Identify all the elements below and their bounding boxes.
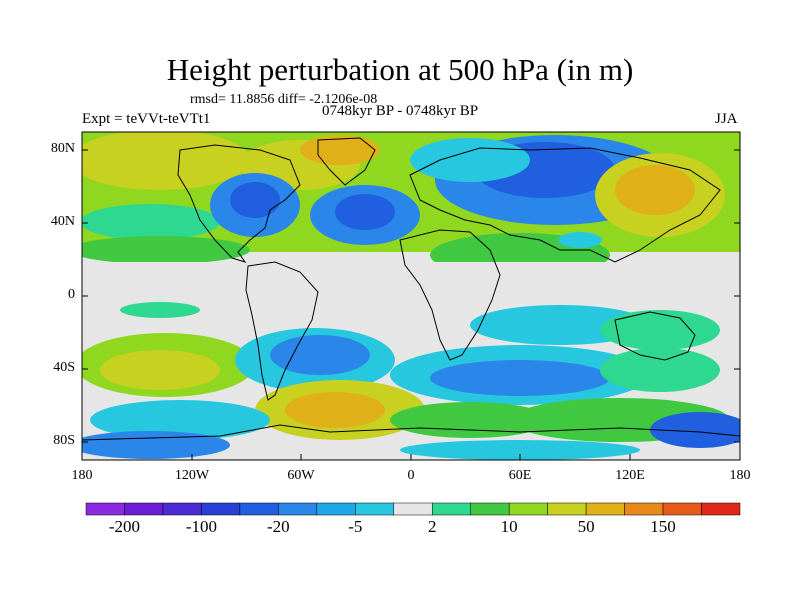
field-patch <box>100 350 220 390</box>
colorbar-swatch <box>585 502 625 516</box>
field-patch <box>410 138 530 182</box>
field-patch <box>82 431 230 459</box>
lat-label-40s: 40S <box>53 360 75 375</box>
coastline-australia <box>614 311 696 361</box>
colorbar-swatch <box>239 502 279 516</box>
colorbar-swatch <box>470 502 510 516</box>
colorbar-swatch <box>278 502 318 516</box>
field-patch <box>120 302 200 318</box>
field-patch <box>300 135 380 165</box>
field-patch <box>82 236 250 264</box>
colorbar-swatch <box>393 502 433 516</box>
lon-label-120w: 120W <box>174 468 210 483</box>
coastline-layer <box>82 137 740 441</box>
field-patch <box>650 412 740 448</box>
colorbar-swatch <box>662 502 702 516</box>
colorbar-swatch <box>316 502 356 516</box>
field-patch <box>90 400 270 440</box>
lat-label-80n: 80N <box>50 141 75 156</box>
colorbar-label: -20 <box>267 517 290 536</box>
lat-ticks <box>82 149 740 443</box>
coastline-eurasia <box>409 147 721 263</box>
lon-ticks <box>81 454 741 460</box>
lon-label-0: 0 <box>407 468 415 483</box>
colorbar <box>85 502 741 516</box>
coastline-antarctica <box>82 424 740 441</box>
colorbar-swatch <box>547 502 587 516</box>
colorbar-swatch <box>85 502 125 516</box>
lat-label-eq: 0 <box>68 287 75 302</box>
field-patch <box>430 360 610 396</box>
coastline-africa <box>399 229 501 361</box>
colorbar-swatch <box>355 502 395 516</box>
coastline-north-america <box>177 144 301 263</box>
colorbar-label: 150 <box>650 517 676 536</box>
field-patch <box>285 392 385 428</box>
period-label: 0748kyr BP - 0748kyr BP <box>322 103 479 119</box>
field-layer <box>82 132 740 460</box>
lon-label-180e: 180 <box>729 468 751 483</box>
colorbar-label: -100 <box>185 517 217 536</box>
lat-label-40n: 40N <box>50 214 75 229</box>
field-patch <box>82 204 220 240</box>
experiment-label: Expt = teVVt-teVTt1 <box>82 111 211 127</box>
field-patch <box>230 182 280 218</box>
lat-label-80s: 80S <box>53 433 75 448</box>
colorbar-swatch <box>162 502 202 516</box>
season-label: JJA <box>715 111 738 127</box>
stats-label: rmsd= 11.8856 diff= -2.1206e-08 <box>190 92 378 107</box>
field-patch <box>400 440 640 460</box>
colorbar-label: 50 <box>577 517 595 536</box>
field-patch <box>558 232 602 248</box>
colorbar-swatch <box>701 502 741 516</box>
colorbar-label: 10 <box>500 517 518 536</box>
field-patch <box>270 335 370 375</box>
field-patch <box>335 194 395 230</box>
colorbar-swatch <box>124 502 164 516</box>
colorbar-label: 2 <box>427 517 437 536</box>
lon-label-120e: 120E <box>615 468 645 483</box>
field-tropics <box>82 262 740 312</box>
lon-label-60e: 60E <box>508 468 532 483</box>
field-patch <box>390 402 550 438</box>
lon-label-180w: 180 <box>71 468 93 483</box>
coastline-greenland <box>317 137 376 186</box>
colorbar-swatch <box>431 502 471 516</box>
field-patch <box>82 132 250 190</box>
plot-title: Height perturbation at 500 hPa (in m) <box>166 52 634 87</box>
field-patch <box>600 348 720 392</box>
lon-label-60w: 60W <box>287 468 315 483</box>
colorbar-label: -5 <box>348 517 363 536</box>
colorbar-swatch <box>201 502 241 516</box>
colorbar-label: -200 <box>108 517 141 536</box>
colorbar-swatch <box>624 502 664 516</box>
field-patch <box>615 165 695 215</box>
colorbar-swatch <box>508 502 548 516</box>
coastline-south-america <box>245 261 319 401</box>
field-patch <box>600 310 720 350</box>
